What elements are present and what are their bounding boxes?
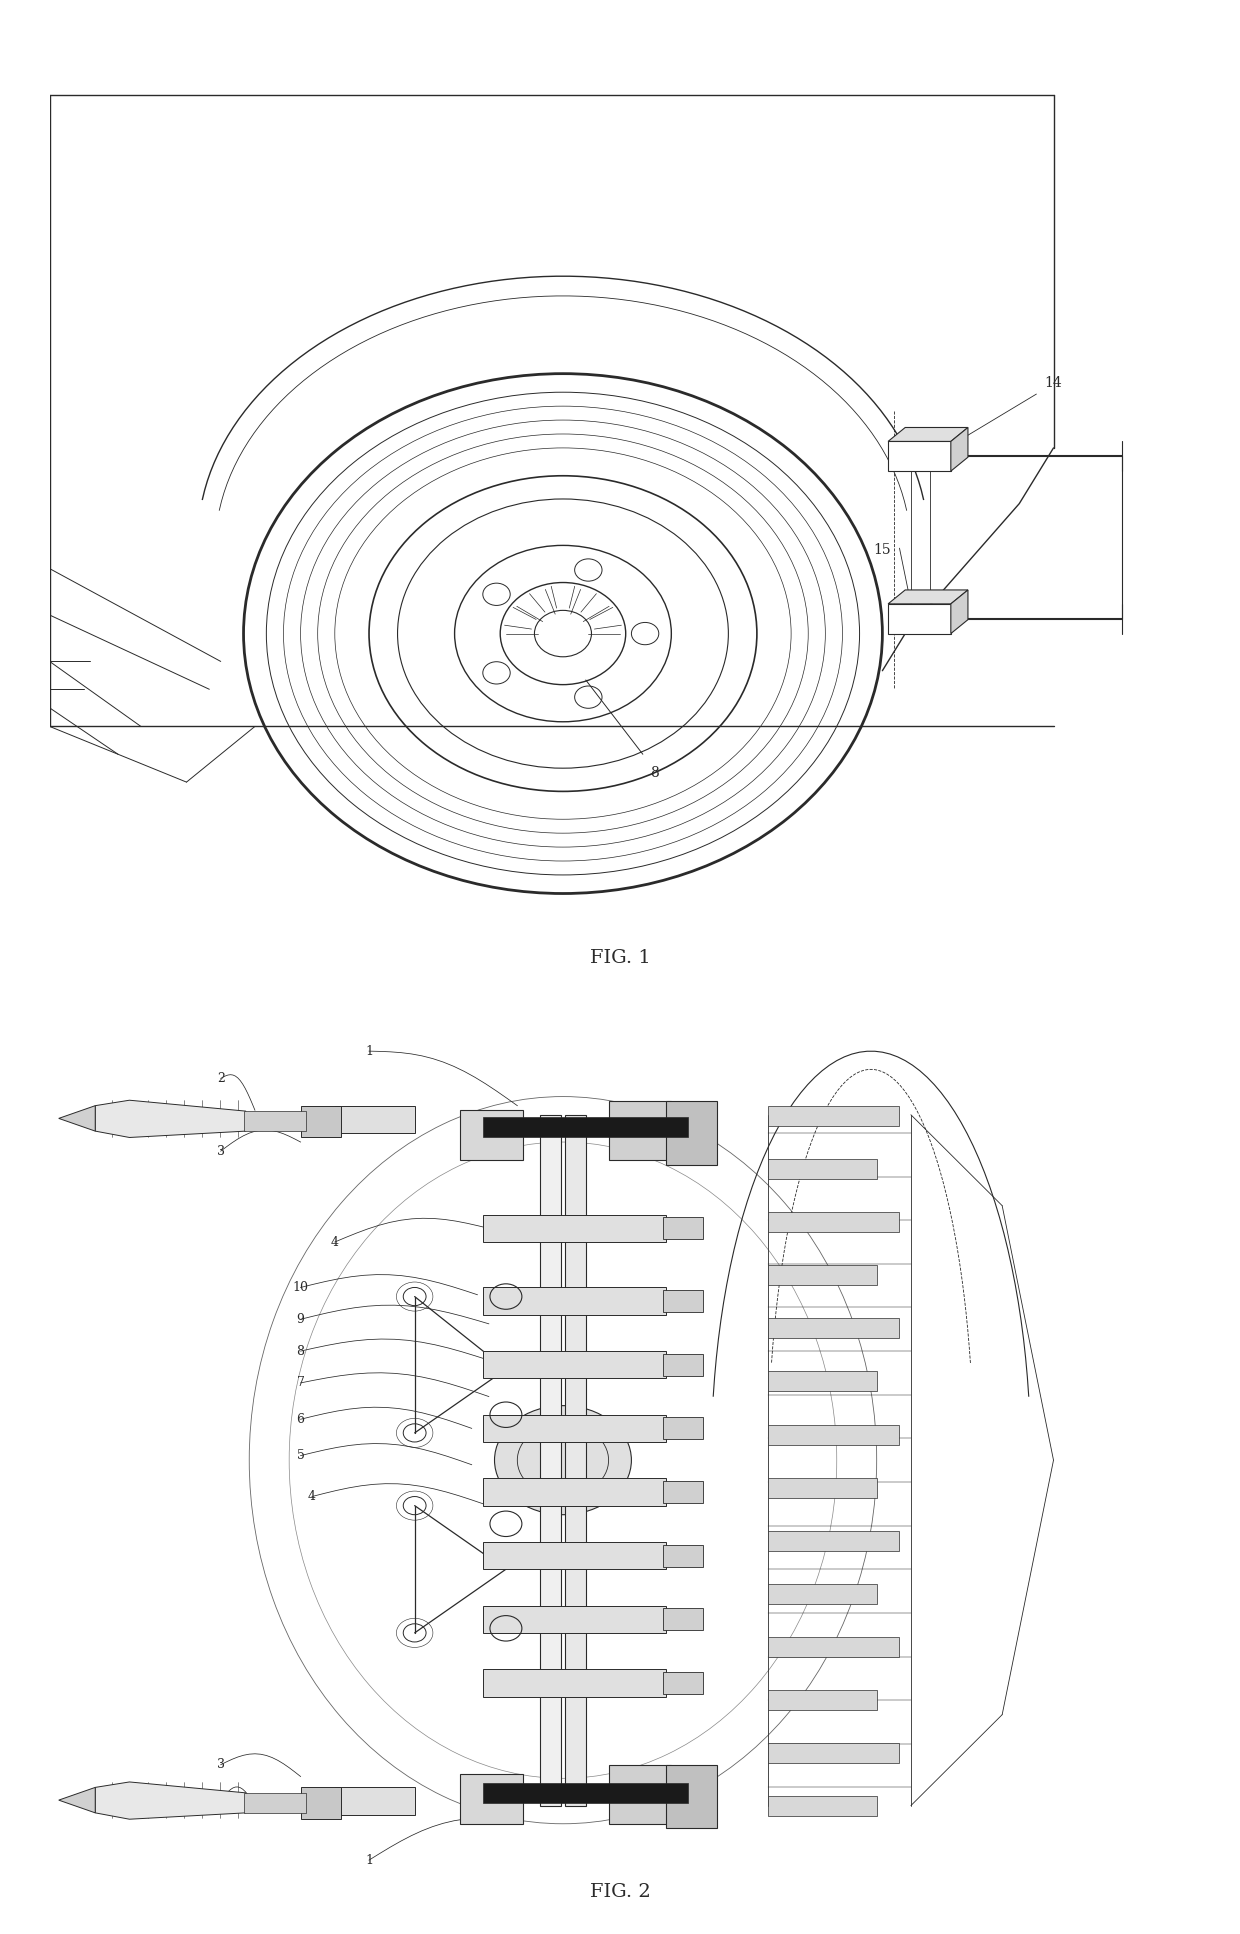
- Bar: [769, 1532, 899, 1551]
- Polygon shape: [951, 590, 968, 634]
- Bar: [663, 1290, 703, 1311]
- Text: 8: 8: [650, 766, 658, 779]
- Polygon shape: [58, 1787, 95, 1812]
- Polygon shape: [58, 1106, 95, 1131]
- Circle shape: [495, 1406, 631, 1514]
- Text: 10: 10: [293, 1280, 309, 1294]
- Text: 3: 3: [217, 1758, 224, 1772]
- Text: 2: 2: [217, 1795, 224, 1808]
- Bar: [484, 1605, 666, 1632]
- Bar: [769, 1319, 899, 1338]
- Bar: [769, 1371, 877, 1391]
- Polygon shape: [888, 590, 968, 603]
- Text: 4: 4: [331, 1236, 339, 1249]
- Bar: [769, 1478, 877, 1497]
- Bar: [663, 1609, 703, 1630]
- Bar: [663, 1218, 703, 1240]
- Bar: [484, 1352, 666, 1379]
- Bar: [300, 1106, 341, 1137]
- Polygon shape: [95, 1100, 246, 1137]
- Text: FIG. 1: FIG. 1: [590, 950, 650, 967]
- Polygon shape: [951, 427, 968, 472]
- Bar: [769, 1636, 899, 1657]
- Bar: [484, 1118, 688, 1137]
- Bar: [460, 1110, 523, 1160]
- Bar: [484, 1288, 666, 1315]
- Text: 8: 8: [296, 1344, 305, 1358]
- Bar: [769, 1690, 877, 1710]
- Bar: [565, 1114, 585, 1806]
- Text: 4: 4: [308, 1489, 316, 1503]
- Bar: [888, 441, 951, 472]
- Text: 14: 14: [1044, 375, 1063, 391]
- Bar: [484, 1215, 666, 1242]
- Bar: [484, 1783, 688, 1802]
- Bar: [484, 1478, 666, 1505]
- Bar: [609, 1100, 671, 1160]
- Bar: [300, 1787, 341, 1820]
- Bar: [888, 603, 951, 634]
- Bar: [663, 1545, 703, 1567]
- Bar: [243, 1793, 306, 1812]
- Bar: [335, 1787, 414, 1814]
- Bar: [663, 1354, 703, 1375]
- Bar: [541, 1114, 560, 1806]
- Text: 5: 5: [296, 1449, 305, 1462]
- Text: FIG. 2: FIG. 2: [590, 1884, 650, 1901]
- Polygon shape: [888, 427, 968, 441]
- Text: 6: 6: [296, 1412, 305, 1425]
- Text: 1: 1: [365, 1044, 373, 1058]
- Bar: [769, 1265, 877, 1284]
- Text: 2: 2: [217, 1071, 224, 1085]
- Bar: [666, 1100, 717, 1164]
- Text: 9: 9: [296, 1313, 305, 1327]
- Bar: [484, 1669, 666, 1696]
- Bar: [769, 1158, 877, 1180]
- Bar: [666, 1764, 717, 1828]
- Bar: [769, 1584, 877, 1603]
- Text: 3: 3: [217, 1145, 224, 1158]
- Bar: [769, 1425, 899, 1445]
- Bar: [484, 1541, 666, 1568]
- Bar: [769, 1106, 899, 1126]
- Text: 15: 15: [873, 543, 892, 557]
- Bar: [609, 1764, 671, 1824]
- Polygon shape: [95, 1781, 246, 1820]
- Bar: [460, 1773, 523, 1824]
- Text: 7: 7: [296, 1377, 305, 1389]
- Bar: [769, 1797, 877, 1816]
- Text: 1: 1: [365, 1853, 373, 1866]
- Bar: [484, 1416, 666, 1443]
- Bar: [335, 1106, 414, 1133]
- Bar: [769, 1743, 899, 1764]
- Bar: [663, 1418, 703, 1439]
- Bar: [663, 1481, 703, 1503]
- Bar: [243, 1112, 306, 1131]
- Bar: [769, 1213, 899, 1232]
- Bar: [663, 1673, 703, 1694]
